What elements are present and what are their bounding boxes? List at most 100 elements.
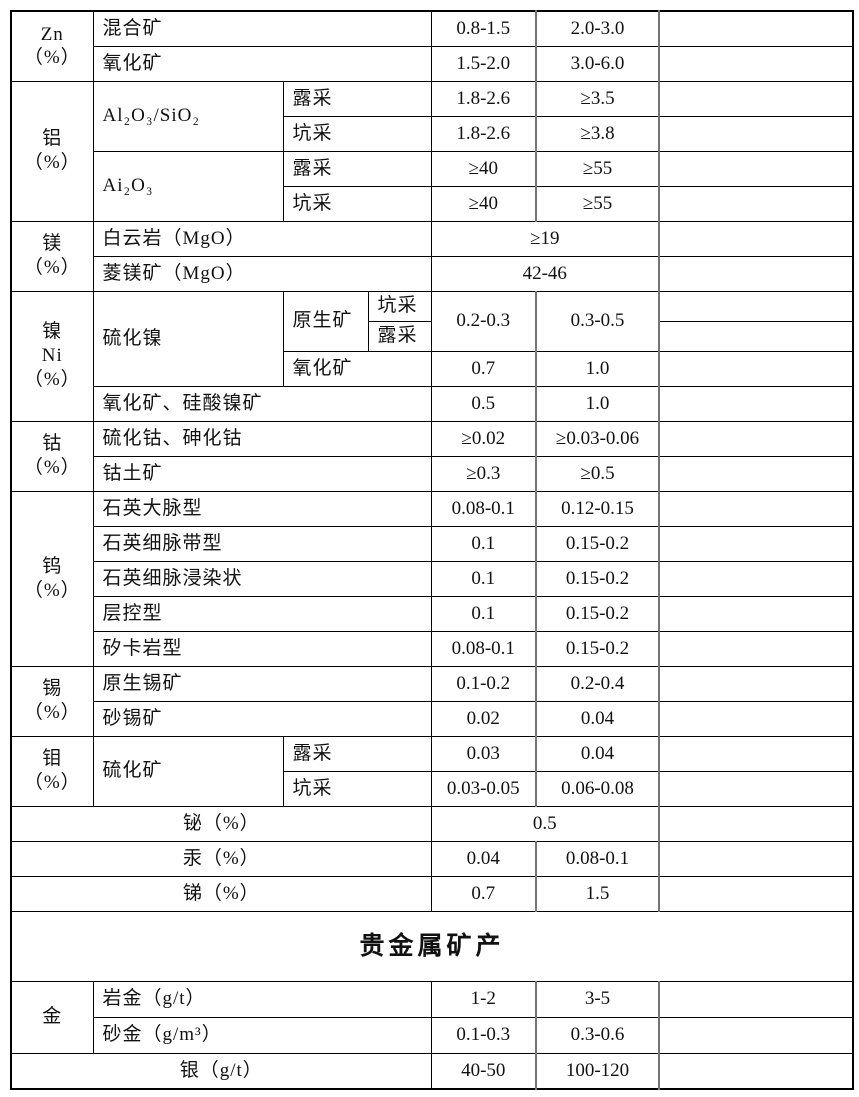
- notes-cell: [658, 455, 854, 492]
- ore-type-cell: 石英细脉浸染状: [92, 560, 432, 597]
- row-sb: 锑（%） 0.7 1.5: [10, 875, 854, 912]
- ore-type-cell: 硫化矿: [92, 735, 284, 807]
- grade-cell-1: 0.03-0.05: [430, 770, 537, 807]
- mining-method-cell: 露采: [282, 80, 432, 117]
- row-al-alumina-pit: 坑采 ≥40 ≥55: [11, 185, 854, 222]
- grade-cell-2: ≥3.8: [535, 115, 660, 152]
- grade-cell-1: 0.08-0.1: [430, 630, 537, 667]
- notes-cell: [658, 80, 854, 117]
- grade-cell-2: ≥3.5: [535, 80, 660, 117]
- grade-cell-2: 3-5: [535, 980, 660, 1018]
- grade-cell-2: ≥55: [535, 150, 660, 187]
- metal-cell-mo: 钼 （%）: [10, 735, 94, 807]
- grade-cell-2: 0.15-0.2: [535, 560, 660, 597]
- grade-cell-1: 0.7: [430, 350, 537, 387]
- ore-type-cell: 钴土矿: [92, 455, 432, 492]
- grade-cell-2: 1.0: [535, 350, 660, 387]
- mining-method-cell: 露采: [282, 150, 432, 187]
- row-mg-dolomite: 镁 （%） 白云岩（MgO） ≥19: [10, 220, 854, 292]
- metal-cell-mg: 镁 （%）: [10, 220, 94, 292]
- metal-cell-w: 钨 （%）: [10, 490, 94, 667]
- row-label-cell-ag: 银（g/t）: [10, 1052, 432, 1090]
- metal-cell-zn: Zn （%）: [10, 10, 94, 82]
- grade-cell-2: 3.0-6.0: [535, 45, 660, 82]
- grade-cell-2: 0.04: [535, 700, 660, 737]
- row-ni-primary-open: 露采: [11, 320, 854, 352]
- ore-type-cell: Ai₂O₃: [92, 150, 284, 222]
- ore-type-cell: Al₂O₃/SiO₂: [92, 80, 284, 152]
- ore-type-cell: 混合矿: [92, 10, 432, 47]
- row-bi: 铋（%） 0.5: [10, 805, 854, 842]
- grade-cell-1: 1.8-2.6: [430, 80, 537, 117]
- grade-cell-1: 1-2: [430, 980, 537, 1018]
- ore-type-cell: 白云岩（MgO）: [92, 220, 432, 257]
- notes-cell: [658, 220, 854, 257]
- notes-cell: [658, 290, 854, 322]
- section-header-cell: 贵金属矿产: [10, 910, 854, 982]
- metal-cell-au: 金: [10, 980, 94, 1054]
- row-mg-magnesite: 菱镁矿（MgO） 42-46: [11, 255, 854, 292]
- grade-cell-merged: ≥19: [430, 220, 660, 257]
- row-mo-pit: 坑采 0.03-0.05 0.06-0.08: [11, 770, 854, 807]
- ore-type-cell: 硫化钴、砷化钴: [92, 420, 432, 457]
- notes-cell: [658, 185, 854, 222]
- row-au-placer: 砂金（g/m³） 0.1-0.3 0.3-0.6: [11, 1016, 854, 1054]
- row-w-strata-bound: 层控型 0.1 0.15-0.2: [11, 595, 854, 632]
- grade-cell-2: 0.06-0.08: [535, 770, 660, 807]
- ore-type-cell: 砂金（g/m³）: [92, 1016, 432, 1054]
- ore-type-cell: 原生锡矿: [92, 665, 432, 702]
- row-mo-open: 钼 （%） 硫化矿 露采 0.03 0.04: [10, 735, 854, 807]
- ore-subtype-cell: 原生矿: [282, 290, 369, 352]
- metal-cell-al: 铝 （%）: [10, 80, 94, 222]
- grade-cell-1: 40-50: [430, 1052, 537, 1090]
- grade-cell-2: 2.0-3.0: [535, 10, 660, 47]
- grade-cell-1: ≥40: [430, 150, 537, 187]
- notes-cell: [658, 805, 854, 842]
- grade-cell-1: 0.7: [430, 875, 537, 912]
- grade-cell-1: ≥0.02: [430, 420, 537, 457]
- row-ni-primary-pit: 镍 Ni （%） 硫化镍 原生矿 坑采 0.2-0.3 0.3-0.5: [10, 290, 854, 422]
- metal-cell-sn: 锡 （%）: [10, 665, 94, 737]
- row-hg: 汞（%） 0.04 0.08-0.1: [10, 840, 854, 877]
- notes-cell: [658, 770, 854, 807]
- notes-cell: [658, 115, 854, 152]
- row-al-alumina-open: Ai₂O₃ 露采 ≥40 ≥55: [11, 150, 854, 222]
- grade-cell-2: 0.15-0.2: [535, 595, 660, 632]
- notes-cell: [658, 1052, 854, 1090]
- ore-type-cell: 菱镁矿（MgO）: [92, 255, 432, 292]
- grade-cell-2: 0.3-0.5: [535, 290, 660, 352]
- row-w-quartz-veinlet-dissem: 石英细脉浸染状 0.1 0.15-0.2: [11, 560, 854, 597]
- grade-cell-2: 1.0: [535, 385, 660, 422]
- notes-cell: [658, 45, 854, 82]
- mineral-grade-table: Zn （%） 混合矿 0.8-1.5 2.0-3.0 氧化矿 1.5-2.0 3…: [10, 10, 855, 1090]
- mining-method-cell: 坑采: [282, 770, 432, 807]
- mining-method-cell: 坑采: [282, 185, 432, 222]
- row-sn-placer: 砂锡矿 0.02 0.04: [11, 700, 854, 737]
- grade-cell-1: ≥40: [430, 185, 537, 222]
- notes-cell: [658, 1016, 854, 1054]
- row-co-sulfide: 钴 （%） 硫化钴、砷化钴 ≥0.02 ≥0.03-0.06: [10, 420, 854, 492]
- notes-cell: [658, 385, 854, 422]
- grade-cell-1: 0.04: [430, 840, 537, 877]
- row-zn-mixed: Zn （%） 混合矿 0.8-1.5 2.0-3.0: [10, 10, 854, 82]
- ore-type-cell: 石英大脉型: [92, 490, 432, 527]
- row-ni-oxide: 氧化矿 0.7 1.0: [11, 350, 854, 387]
- row-w-quartz-large-vein: 钨 （%） 石英大脉型 0.08-0.1 0.12-0.15: [10, 490, 854, 667]
- grade-cell-2: ≥55: [535, 185, 660, 222]
- notes-cell: [658, 525, 854, 562]
- row-w-quartz-veinlet-zone: 石英细脉带型 0.1 0.15-0.2: [11, 525, 854, 562]
- grade-cell-1: 0.1: [430, 525, 537, 562]
- row-al-ratio-pit: 坑采 1.8-2.6 ≥3.8: [11, 115, 854, 152]
- row-sn-primary: 锡 （%） 原生锡矿 0.1-0.2 0.2-0.4: [10, 665, 854, 737]
- grade-cell-1: 0.5: [430, 385, 537, 422]
- row-ni-oxide-silicate: 氧化矿、硅酸镍矿 0.5 1.0: [11, 385, 854, 422]
- ore-type-cell: 砂锡矿: [92, 700, 432, 737]
- ore-type-cell: 氧化矿、硅酸镍矿: [92, 385, 432, 422]
- ore-type-cell: 氧化矿: [92, 45, 432, 82]
- row-ag: 银（g/t） 40-50 100-120: [10, 1052, 854, 1090]
- notes-cell: [658, 150, 854, 187]
- grade-cell-2: 0.15-0.2: [535, 630, 660, 667]
- ore-type-cell: 硫化镍: [92, 290, 284, 387]
- grade-cell-1: 0.08-0.1: [430, 490, 537, 527]
